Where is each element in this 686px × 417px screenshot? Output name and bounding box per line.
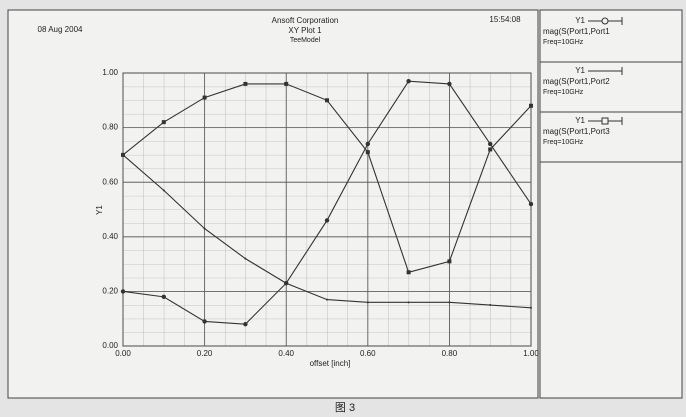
- legend-trace: Y1: [575, 66, 585, 75]
- data-point: [447, 259, 452, 264]
- x-tick-label: 0.20: [197, 349, 213, 358]
- x-tick-label: 0.80: [442, 349, 458, 358]
- data-point: [121, 152, 125, 157]
- data-point: [407, 301, 410, 304]
- data-point: [326, 298, 328, 301]
- y-tick-label: 0.40: [102, 232, 118, 241]
- caption: 图 3: [335, 401, 355, 414]
- chart-subtitle: XY Plot 1: [288, 26, 322, 35]
- y-tick-label: 0.20: [102, 287, 118, 296]
- design-name: TeeModel: [290, 37, 321, 44]
- data-point: [161, 294, 166, 300]
- x-tick-label: 1.00: [523, 349, 539, 358]
- legend-marker: [601, 117, 609, 125]
- data-point: [529, 103, 533, 108]
- data-point: [530, 306, 532, 309]
- legend-trace: Y1: [575, 16, 585, 25]
- y-tick-label: 0.80: [102, 123, 118, 132]
- x-tick-label: 0.60: [360, 349, 376, 358]
- y-tick-label: 0.60: [102, 177, 118, 186]
- y-tick-label: 0.00: [102, 341, 118, 350]
- x-tick-label: 0.00: [115, 349, 131, 358]
- data-point: [366, 301, 369, 304]
- legend-freq: Freq=10GHz: [543, 89, 584, 96]
- legend-freq: Freq=10GHz: [543, 39, 584, 46]
- legend-frame: [539, 9, 683, 399]
- data-point: [406, 78, 411, 84]
- data-point: [203, 227, 206, 230]
- y-axis-label: Y1: [95, 205, 104, 215]
- data-point: [528, 201, 534, 207]
- chart-title: Ansoft Corporation: [272, 16, 339, 25]
- data-point: [202, 95, 207, 100]
- data-point: [365, 141, 370, 147]
- data-point: [365, 150, 370, 155]
- legend-trace: Y1: [575, 116, 585, 125]
- data-point: [447, 81, 452, 87]
- legend-label: mag(S(Port1,Port3: [543, 127, 610, 136]
- data-point: [162, 189, 165, 192]
- data-point: [243, 321, 248, 327]
- data-point: [243, 81, 248, 86]
- legend-label: mag(S(Port1,Port1: [543, 27, 610, 36]
- data-point: [448, 301, 451, 304]
- x-axis-label: offset [inch]: [310, 359, 351, 368]
- data-point: [488, 147, 493, 152]
- legend-freq: Freq=10GHz: [543, 139, 584, 146]
- data-point: [284, 81, 289, 86]
- data-point: [120, 289, 126, 294]
- date: 08 Aug 2004: [38, 25, 83, 34]
- data-point: [285, 282, 288, 285]
- data-point: [488, 141, 493, 147]
- data-point: [202, 319, 207, 324]
- data-point: [324, 218, 330, 223]
- time: 15:54:08: [489, 15, 521, 24]
- data-point: [161, 120, 166, 125]
- data-point: [489, 304, 492, 307]
- data-point: [406, 270, 411, 275]
- data-point: [325, 98, 329, 103]
- legend-marker: [601, 17, 609, 25]
- legend-label: mag(S(Port1,Port2: [543, 77, 610, 86]
- x-tick-label: 0.40: [278, 349, 294, 358]
- data-point: [244, 257, 247, 260]
- y-tick-label: 1.00: [102, 68, 118, 77]
